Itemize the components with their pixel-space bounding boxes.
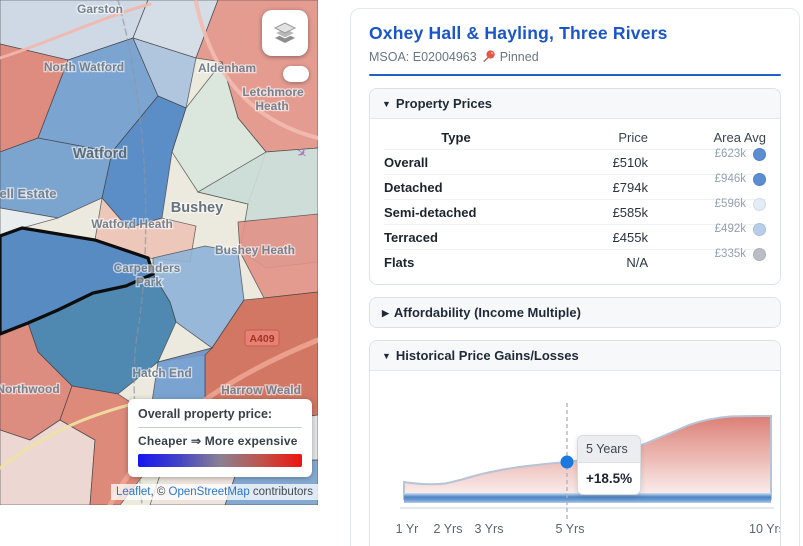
map-label-north-watford: North Watford xyxy=(44,60,124,74)
map-toggle-pill[interactable] xyxy=(283,66,309,82)
area-avg-dot xyxy=(753,197,766,211)
map-label-letchmore: Letchmore xyxy=(242,85,304,99)
map-label-carpenders: Carpenders xyxy=(114,261,181,275)
property-prices-title: Property Prices xyxy=(395,96,493,111)
row-type: Semi-detached xyxy=(384,204,477,220)
property-prices-table: Type Price Area Avg Overall £510k £623k … xyxy=(370,119,780,284)
x-tick-3yrs: 3 Yrs xyxy=(475,522,504,536)
tooltip-value: +18.5% xyxy=(586,471,633,486)
row-area-avg: £492k xyxy=(714,223,746,235)
x-tick-5yrs: 5 Yrs xyxy=(556,522,585,536)
row-area-avg: £335k xyxy=(714,248,746,260)
area-avg-dot xyxy=(753,222,766,236)
title-divider xyxy=(369,74,781,76)
attribution-sep: , © xyxy=(150,486,169,498)
row-type: Detached xyxy=(384,179,443,195)
area-avg-dot xyxy=(753,147,766,161)
svg-text:A409: A409 xyxy=(249,333,274,345)
osm-link[interactable]: OpenStreetMap xyxy=(168,486,250,498)
map-label-hatch-end: Hatch End xyxy=(132,366,191,380)
x-tick-1yr: 1 Yr xyxy=(396,522,419,536)
legend-gradient-bar xyxy=(138,454,302,467)
road-badge-a409: A409 xyxy=(244,329,280,347)
row-area-avg: £623k xyxy=(714,148,746,160)
layers-control-button[interactable] xyxy=(262,10,308,56)
map-label-northwood: Northwood xyxy=(0,382,60,396)
table-row: Terraced £455k £492k xyxy=(384,222,766,249)
map-label-park: Park xyxy=(136,275,162,289)
row-type: Flats xyxy=(384,254,415,270)
map-label-bushey: Bushey xyxy=(171,200,223,216)
map-label-aldenham: Aldenham xyxy=(198,61,256,75)
area-avg-dot xyxy=(753,172,766,186)
detail-panel: Oxhey Hall & Hayling, Three Rivers MSOA:… xyxy=(350,8,800,546)
historical-chart[interactable]: 1 Yr 2 Yrs 3 Yrs 5 Yrs 10 Yrs 5 Years +1… xyxy=(370,371,780,546)
page-title: Oxhey Hall & Hayling, Three Rivers xyxy=(369,23,668,43)
selected-msoa-polygon xyxy=(0,226,155,336)
map-label-garston: Garston xyxy=(77,2,123,16)
collapse-triangle-icon: ▼ xyxy=(382,351,391,361)
col-header-area-avg: Area Avg xyxy=(713,129,766,145)
section-historical: ▼ Historical Price Gains/Losses xyxy=(369,340,781,546)
table-header-row: Type Price Area Avg xyxy=(384,125,766,149)
baseline-band xyxy=(404,493,771,503)
tooltip-period: 5 Years xyxy=(578,436,640,463)
msoa-code: MSOA: E02004963 xyxy=(369,49,477,64)
row-price: N/A xyxy=(626,254,648,270)
col-header-price: Price xyxy=(618,129,648,145)
x-tick-2yrs: 2 Yrs xyxy=(434,522,463,536)
price-gains-chart-svg: 1 Yr 2 Yrs 3 Yrs 5 Yrs 10 Yrs xyxy=(396,403,781,536)
table-row: Overall £510k £623k xyxy=(384,147,766,174)
layers-icon xyxy=(273,22,297,43)
map-label-ell-estate: ell Estate xyxy=(0,186,57,201)
row-area-avg: £946k xyxy=(714,173,746,185)
attribution-suffix: contributors xyxy=(249,486,313,498)
section-property-prices: ▼ Property Prices Type Price Area Avg Ove… xyxy=(369,88,781,285)
map-legend: Overall property price: Cheaper ⇒ More e… xyxy=(128,399,312,477)
historical-header[interactable]: ▼ Historical Price Gains/Losses xyxy=(370,341,780,371)
leaflet-link[interactable]: Leaflet xyxy=(115,486,151,498)
map[interactable]: Garston North Watford Aldenham Letchmore… xyxy=(0,0,318,505)
map-label-watford-heath: Watford Heath xyxy=(91,217,173,231)
row-area-avg: £596k xyxy=(714,198,746,210)
affordability-title: Affordability (Income Multiple) xyxy=(393,305,581,320)
row-price: £455k xyxy=(612,229,648,245)
row-price: £585k xyxy=(612,204,648,220)
section-affordability: ▶ Affordability (Income Multiple) xyxy=(369,297,781,328)
row-price: £510k xyxy=(612,154,648,170)
row-type: Terraced xyxy=(384,229,438,245)
map-attribution: Leaflet, © OpenStreetMap contributors xyxy=(110,484,318,500)
table-row: Flats N/A £335k xyxy=(384,247,766,274)
msoa-subtitle: MSOA: E02004963 Pinned xyxy=(369,49,781,64)
expand-triangle-icon: ▶ xyxy=(382,308,389,318)
col-header-type: Type xyxy=(441,129,471,145)
row-price: £794k xyxy=(612,179,648,195)
map-label-heath: Heath xyxy=(255,99,288,113)
table-row: Semi-detached £585k £596k xyxy=(384,197,766,224)
pin-icon xyxy=(483,50,495,63)
map-label-harrow-weald: Harrow Weald xyxy=(221,383,301,397)
area-avg-dot xyxy=(753,247,766,261)
map-label-bushey-heath: Bushey Heath xyxy=(215,243,295,257)
row-type: Overall xyxy=(384,154,429,170)
x-tick-10yrs: 10 Yrs xyxy=(749,522,781,536)
legend-divider xyxy=(138,427,302,428)
collapse-triangle-icon: ▼ xyxy=(382,99,391,109)
historical-title: Historical Price Gains/Losses xyxy=(395,348,579,363)
legend-title: Overall property price: xyxy=(138,407,273,421)
property-prices-header[interactable]: ▼ Property Prices xyxy=(370,89,780,119)
legend-scale-label: Cheaper ⇒ More expensive xyxy=(138,434,298,448)
pinned-label: Pinned xyxy=(499,49,539,64)
map-label-watford: Watford xyxy=(73,146,127,162)
affordability-header[interactable]: ▶ Affordability (Income Multiple) xyxy=(370,298,780,327)
chart-point-marker xyxy=(560,455,574,469)
chart-tooltip: 5 Years +18.5% xyxy=(577,435,641,495)
table-row: Detached £794k £946k xyxy=(384,172,766,199)
